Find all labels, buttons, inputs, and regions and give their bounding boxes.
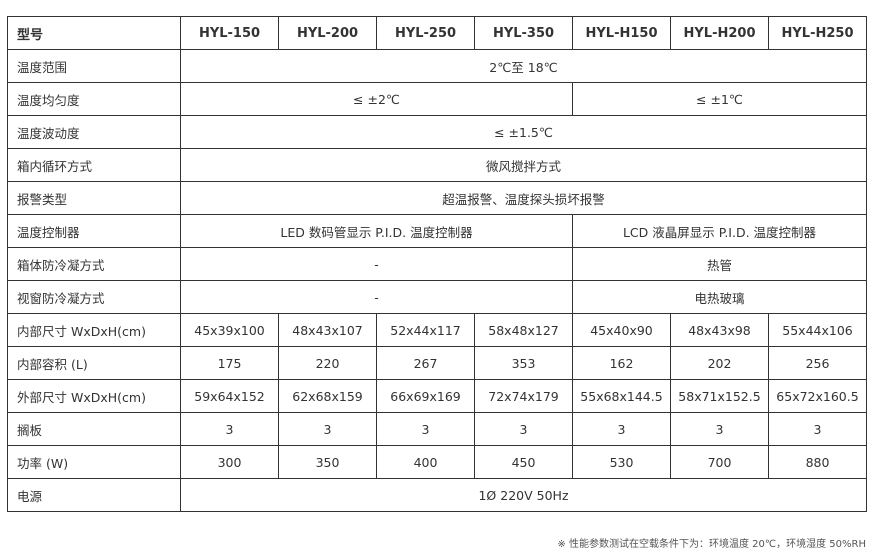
cell: 175 bbox=[180, 346, 279, 380]
cell: LCD 液晶屏显示 P.I.D. 温度控制器 bbox=[572, 214, 867, 248]
cell: 3 bbox=[180, 412, 279, 446]
table-row: 报警类型 超温报警、温度探头损坏报警 bbox=[7, 181, 867, 215]
cell: 55x44x106 bbox=[768, 313, 867, 347]
cell: 58x71x152.5 bbox=[670, 379, 769, 413]
table-row: 搁板 3 3 3 3 3 3 3 bbox=[7, 412, 867, 446]
cell: ≤ ±1℃ bbox=[572, 82, 867, 116]
cell: LED 数码管显示 P.I.D. 温度控制器 bbox=[180, 214, 573, 248]
row-label: 温度控制器 bbox=[7, 214, 181, 248]
spec-table: 型号 HYL-150 HYL-200 HYL-250 HYL-350 HYL-H… bbox=[7, 16, 867, 512]
cell: 3 bbox=[670, 412, 769, 446]
row-label: 功率 (W) bbox=[7, 445, 181, 479]
cell: 700 bbox=[670, 445, 769, 479]
row-label: 温度范围 bbox=[7, 49, 181, 83]
cell: 3 bbox=[572, 412, 671, 446]
model-header: HYL-200 bbox=[278, 16, 377, 50]
model-header: HYL-H200 bbox=[670, 16, 769, 50]
cell: - bbox=[180, 280, 573, 314]
table-row: 温度控制器 LED 数码管显示 P.I.D. 温度控制器 LCD 液晶屏显示 P.I… bbox=[7, 214, 867, 248]
cell: 300 bbox=[180, 445, 279, 479]
cell: 1Ø 220V 50Hz bbox=[180, 478, 867, 512]
cell: 220 bbox=[278, 346, 377, 380]
table-row: 功率 (W) 300 350 400 450 530 700 880 bbox=[7, 445, 867, 479]
cell: 400 bbox=[376, 445, 475, 479]
cell: 267 bbox=[376, 346, 475, 380]
cell: 62x68x159 bbox=[278, 379, 377, 413]
cell: 45x39x100 bbox=[180, 313, 279, 347]
table-row: 温度波动度 ≤ ±1.5℃ bbox=[7, 115, 867, 149]
cell: 353 bbox=[474, 346, 573, 380]
header-row: 型号 HYL-150 HYL-200 HYL-250 HYL-350 HYL-H… bbox=[7, 16, 867, 50]
row-label: 电源 bbox=[7, 478, 181, 512]
table-row: 外部尺寸 WxDxH(cm) 59x64x152 62x68x159 66x69x16… bbox=[7, 379, 867, 413]
model-header: HYL-350 bbox=[474, 16, 573, 50]
row-label: 搁板 bbox=[7, 412, 181, 446]
row-label: 箱体防冷凝方式 bbox=[7, 247, 181, 281]
row-label: 温度均匀度 bbox=[7, 82, 181, 116]
cell: 48x43x107 bbox=[278, 313, 377, 347]
cell: 55x68x144.5 bbox=[572, 379, 671, 413]
table-row: 箱内循环方式 微风搅拌方式 bbox=[7, 148, 867, 182]
row-label: 报警类型 bbox=[7, 181, 181, 215]
cell: 3 bbox=[768, 412, 867, 446]
cell: 热管 bbox=[572, 247, 867, 281]
cell: 880 bbox=[768, 445, 867, 479]
cell: 48x43x98 bbox=[670, 313, 769, 347]
cell: 450 bbox=[474, 445, 573, 479]
table-row: 内部容积 (L) 175 220 267 353 162 202 256 bbox=[7, 346, 867, 380]
cell: 3 bbox=[278, 412, 377, 446]
cell: 72x74x179 bbox=[474, 379, 573, 413]
row-label: 内部容积 (L) bbox=[7, 346, 181, 380]
footnote: ※ 性能参数测试在空载条件下为：环境温度 20℃，环境湿度 50%RH bbox=[557, 539, 866, 550]
cell: 58x48x127 bbox=[474, 313, 573, 347]
table-row: 温度范围 2℃至 18℃ bbox=[7, 49, 867, 83]
cell: 3 bbox=[474, 412, 573, 446]
cell: 350 bbox=[278, 445, 377, 479]
row-label: 外部尺寸 WxDxH(cm) bbox=[7, 379, 181, 413]
cell: 微风搅拌方式 bbox=[180, 148, 867, 182]
model-header: HYL-H250 bbox=[768, 16, 867, 50]
cell: 202 bbox=[670, 346, 769, 380]
cell: 52x44x117 bbox=[376, 313, 475, 347]
cell: 电热玻璃 bbox=[572, 280, 867, 314]
row-label: 视窗防冷凝方式 bbox=[7, 280, 181, 314]
cell: ≤ ±1.5℃ bbox=[180, 115, 867, 149]
cell: 66x69x169 bbox=[376, 379, 475, 413]
cell: ≤ ±2℃ bbox=[180, 82, 573, 116]
table-row: 视窗防冷凝方式 - 电热玻璃 bbox=[7, 280, 867, 314]
cell: 65x72x160.5 bbox=[768, 379, 867, 413]
row-label: 内部尺寸 WxDxH(cm) bbox=[7, 313, 181, 347]
model-header: HYL-150 bbox=[180, 16, 279, 50]
cell: 162 bbox=[572, 346, 671, 380]
row-label: 温度波动度 bbox=[7, 115, 181, 149]
header-label: 型号 bbox=[7, 16, 181, 50]
table-row: 电源 1Ø 220V 50Hz bbox=[7, 478, 867, 512]
cell: 超温报警、温度探头损坏报警 bbox=[180, 181, 867, 215]
cell: 3 bbox=[376, 412, 475, 446]
cell: 45x40x90 bbox=[572, 313, 671, 347]
cell: 2℃至 18℃ bbox=[180, 49, 867, 83]
table-row: 内部尺寸 WxDxH(cm) 45x39x100 48x43x107 52x44x11… bbox=[7, 313, 867, 347]
cell: 256 bbox=[768, 346, 867, 380]
model-header: HYL-H150 bbox=[572, 16, 671, 50]
row-label: 箱内循环方式 bbox=[7, 148, 181, 182]
cell: 530 bbox=[572, 445, 671, 479]
cell: - bbox=[180, 247, 573, 281]
cell: 59x64x152 bbox=[180, 379, 279, 413]
table-row: 温度均匀度 ≤ ±2℃ ≤ ±1℃ bbox=[7, 82, 867, 116]
table-row: 箱体防冷凝方式 - 热管 bbox=[7, 247, 867, 281]
model-header: HYL-250 bbox=[376, 16, 475, 50]
